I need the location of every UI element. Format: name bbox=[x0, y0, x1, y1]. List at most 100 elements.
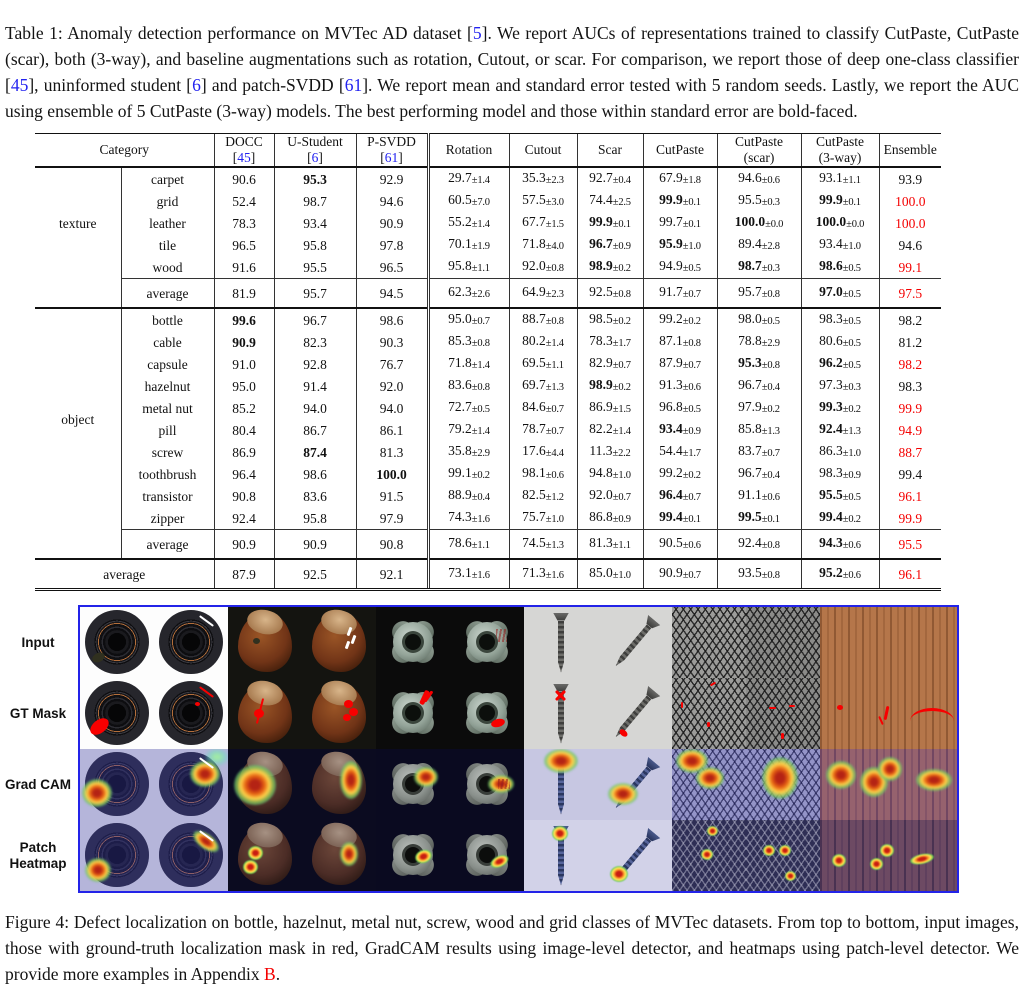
table-row-cable: cable 90.9 82.3 90.3 85.3±0.8 80.2±1.4 78.3±1.… bbox=[35, 331, 941, 353]
cell-leather-ensemble: 100.0 bbox=[878, 212, 941, 234]
defect-mark bbox=[496, 629, 507, 642]
cell-toothbrush-cutout: 98.1±0.6 bbox=[508, 463, 577, 485]
heatmap-blob bbox=[340, 842, 358, 866]
figure-row-label-input: Input bbox=[21, 634, 55, 650]
cell-hazelnut-u-student: 91.4 bbox=[273, 375, 356, 397]
table-caption: Table 1: Anomaly detection performance o… bbox=[5, 0, 1019, 124]
cell-object-average-cutout: 74.5±1.3 bbox=[508, 529, 577, 560]
table-row-overall-average: average 87.9 92.5 92.1 73.1±1.6 71.3±1.6 85.0±… bbox=[35, 559, 941, 591]
class-name-capsule: capsule bbox=[120, 353, 214, 375]
cell-toothbrush-cutpaste-scar: 96.7±0.4 bbox=[716, 463, 801, 485]
class-name-average: average bbox=[120, 529, 214, 560]
citation-link[interactable]: 6 bbox=[311, 150, 319, 165]
caption-text: ]. We report mean and standard error tes… bbox=[5, 75, 1019, 121]
metal-nut-image bbox=[384, 826, 442, 884]
cell-wood-cutout: 92.0±0.8 bbox=[508, 256, 577, 279]
cell-zipper-cutpaste: 99.4±0.1 bbox=[642, 507, 717, 530]
cell-capsule-cutpaste: 87.9±0.7 bbox=[642, 353, 717, 375]
cell-screw-cutpaste-3way: 86.3±1.0 bbox=[800, 441, 879, 463]
heatmap-blob bbox=[340, 761, 362, 799]
cell-object-average-docc: 90.9 bbox=[213, 529, 274, 560]
figure-wood-patch-a bbox=[820, 820, 957, 891]
figure-hazelnut-patch-a bbox=[228, 820, 302, 891]
class-name-wood: wood bbox=[120, 256, 214, 279]
cell-grid-p-svdd: 94.6 bbox=[355, 190, 428, 212]
citation-link[interactable]: 61 bbox=[344, 75, 363, 95]
cell-carpet-rotation: 29.7±1.4 bbox=[426, 167, 509, 190]
cell-screw-docc: 86.9 bbox=[213, 441, 274, 463]
cell-zipper-scar: 86.8±0.9 bbox=[576, 507, 643, 530]
heatmap-blob bbox=[544, 749, 578, 773]
cell-carpet-u-student: 95.3 bbox=[273, 167, 356, 190]
cell-bottle-u-student: 96.7 bbox=[273, 308, 356, 331]
cell-carpet-cutpaste: 67.9±1.8 bbox=[642, 167, 717, 190]
screw-image bbox=[598, 607, 672, 678]
cell-carpet-scar: 92.7±0.4 bbox=[576, 167, 643, 190]
cell-wood-scar: 98.9±0.2 bbox=[576, 256, 643, 279]
cell-texture-average-u-student: 95.7 bbox=[273, 278, 356, 309]
cell-bottle-cutout: 88.7±0.8 bbox=[508, 308, 577, 331]
class-name-zipper: zipper bbox=[120, 507, 214, 530]
figure-bottle-gt-a bbox=[80, 678, 154, 749]
heatmap-blob bbox=[190, 761, 220, 787]
figure-grid-input-a bbox=[672, 607, 746, 678]
cell-cable-scar: 78.3±1.7 bbox=[576, 331, 643, 353]
cell-zipper-rotation: 74.3±1.6 bbox=[426, 507, 509, 530]
table-row-grid: grid 52.4 98.7 94.6 60.5±7.0 57.5±3.0 74.4±2.5… bbox=[35, 190, 941, 212]
cell-texture-average-ensemble: 97.5 bbox=[878, 278, 941, 309]
hazelnut-image bbox=[312, 612, 366, 672]
cell-screw-rotation: 35.8±2.9 bbox=[426, 441, 509, 463]
heatmap-blob bbox=[916, 769, 952, 791]
figure-screw-cam-a bbox=[524, 749, 598, 820]
figure-wood-gt-a bbox=[820, 678, 957, 749]
table-row-texture-average: average 81.9 95.7 94.5 62.3±2.6 64.9±2.3 92.5±… bbox=[35, 278, 941, 309]
cell-screw-ensemble: 88.7 bbox=[878, 441, 941, 463]
citation-link[interactable]: 61 bbox=[384, 150, 399, 165]
citation-link[interactable]: 45 bbox=[10, 75, 29, 95]
table-row-object-average: average 90.9 90.9 90.8 78.6±1.1 74.5±1.3 81.3±… bbox=[35, 529, 941, 560]
figure-metal-nut-gt-b bbox=[450, 678, 524, 749]
cell-bottle-cutpaste-scar: 98.0±0.5 bbox=[716, 308, 801, 331]
figure-metal-nut-gt-a bbox=[376, 678, 450, 749]
cell-cable-cutpaste: 87.1±0.8 bbox=[642, 331, 717, 353]
cell-overall-average-rotation: 73.1±1.6 bbox=[426, 559, 509, 591]
cell-overall-average-cutpaste-scar: 93.5±0.8 bbox=[716, 559, 801, 591]
cell-carpet-cutpaste-3way: 93.1±1.1 bbox=[800, 167, 879, 190]
heatmap-blob bbox=[82, 779, 112, 807]
cell-grid-cutpaste: 99.9±0.1 bbox=[642, 190, 717, 212]
bottle-image bbox=[159, 681, 223, 745]
header-u-student: U-Student [6] bbox=[273, 133, 356, 168]
metal-nut-image bbox=[384, 684, 442, 742]
cell-tile-cutpaste-3way: 93.4±1.0 bbox=[800, 234, 879, 256]
cell-zipper-cutout: 75.7±1.0 bbox=[508, 507, 577, 530]
cell-transistor-docc: 90.8 bbox=[213, 485, 274, 507]
cell-capsule-u-student: 92.8 bbox=[273, 353, 356, 375]
citation-link[interactable]: 6 bbox=[192, 75, 201, 95]
cell-carpet-docc: 90.6 bbox=[213, 167, 274, 190]
figure-grid-gt-a bbox=[672, 678, 746, 749]
caption-text: Table 1: Anomaly detection performance o… bbox=[5, 23, 473, 43]
citation-link[interactable]: B bbox=[264, 964, 276, 984]
gt-mask-mark bbox=[349, 708, 358, 716]
figure-metal-nut-cam-a bbox=[376, 749, 450, 820]
cell-capsule-cutout: 69.5±1.1 bbox=[508, 353, 577, 375]
cell-bottle-cutpaste: 99.2±0.2 bbox=[642, 308, 717, 331]
cell-zipper-p-svdd: 97.9 bbox=[355, 507, 428, 530]
cell-cable-cutpaste-scar: 78.8±2.9 bbox=[716, 331, 801, 353]
group-spacer bbox=[35, 278, 121, 309]
figure-grid-cam-a bbox=[672, 749, 746, 820]
results-table: Category DOCC [45] U-Student [6] P-SVDD [61] Ro… bbox=[35, 133, 941, 591]
cell-zipper-docc: 92.4 bbox=[213, 507, 274, 530]
citation-link[interactable]: 45 bbox=[237, 150, 251, 165]
figure-screw-patch-a bbox=[524, 820, 598, 891]
cell-transistor-ensemble: 96.1 bbox=[878, 485, 941, 507]
heatmap-blob bbox=[909, 851, 935, 867]
citation-link[interactable]: 5 bbox=[472, 23, 482, 43]
hazelnut-image bbox=[312, 683, 366, 743]
cell-toothbrush-rotation: 99.1±0.2 bbox=[426, 463, 509, 485]
metal-nut-image bbox=[384, 613, 442, 671]
figure-grid-patch-a bbox=[672, 820, 746, 891]
cell-grid-scar: 74.4±2.5 bbox=[576, 190, 643, 212]
cell-carpet-p-svdd: 92.9 bbox=[355, 167, 428, 190]
cell-texture-average-cutpaste-scar: 95.7±0.8 bbox=[716, 278, 801, 309]
